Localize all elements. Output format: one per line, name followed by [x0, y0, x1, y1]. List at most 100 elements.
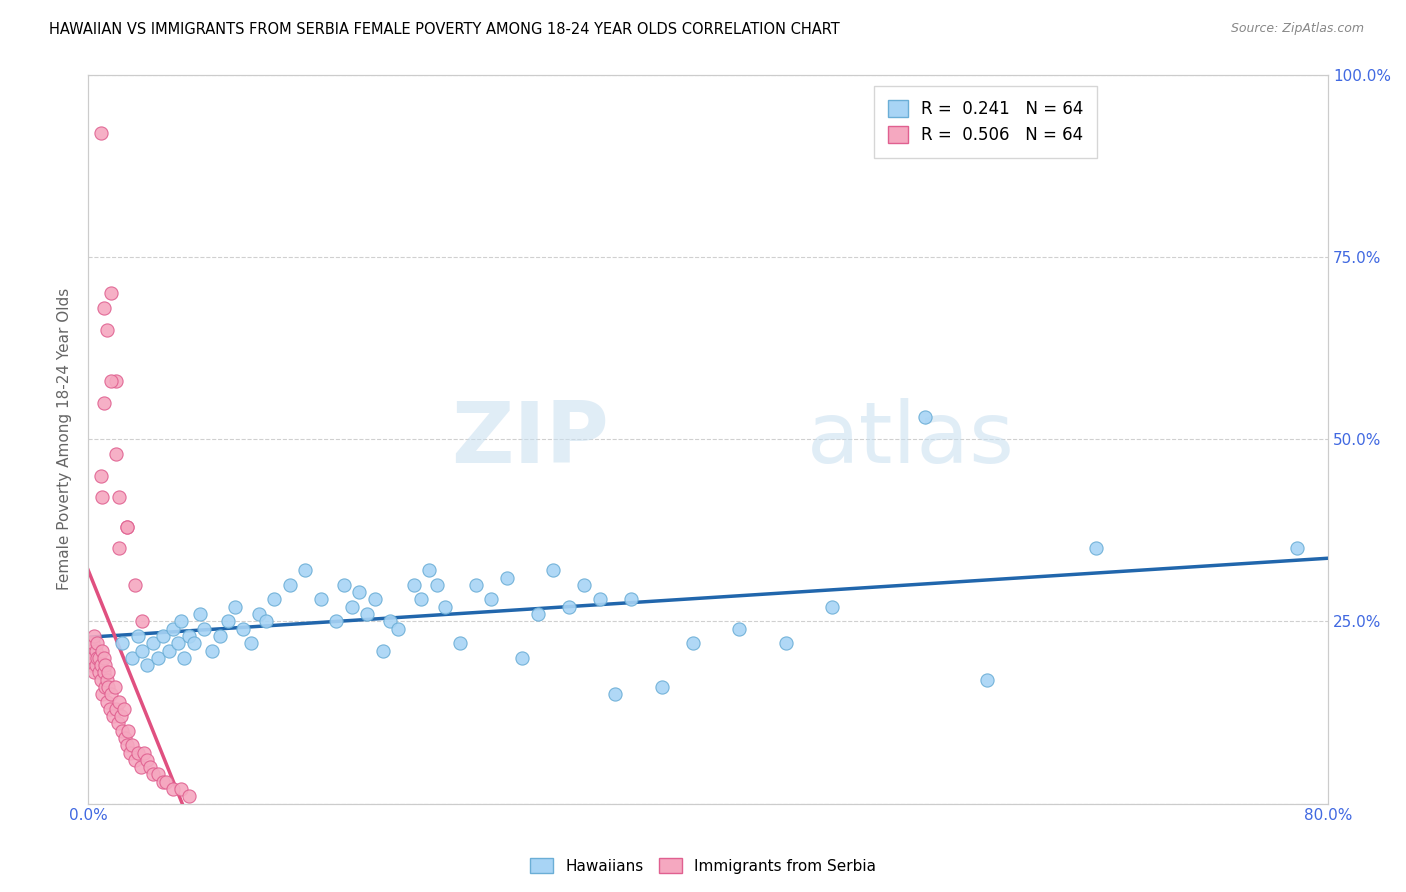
Point	[84, 658, 107, 673]
Point	[167, 636, 190, 650]
Point	[364, 592, 387, 607]
Point	[93, 395, 115, 409]
Point	[464, 578, 486, 592]
Point	[152, 774, 174, 789]
Point	[112, 702, 135, 716]
Point	[426, 578, 449, 592]
Point	[100, 286, 122, 301]
Point	[129, 760, 152, 774]
Point	[91, 491, 114, 505]
Text: Source: ZipAtlas.com: Source: ZipAtlas.com	[1230, 22, 1364, 36]
Point	[170, 782, 193, 797]
Point	[775, 636, 797, 650]
Point	[115, 739, 138, 753]
Point	[479, 592, 502, 607]
Point	[94, 680, 117, 694]
Point	[105, 374, 128, 388]
Point	[83, 629, 105, 643]
Point	[193, 622, 215, 636]
Point	[97, 665, 120, 680]
Point	[107, 716, 129, 731]
Point	[105, 702, 128, 716]
Point	[136, 753, 159, 767]
Point	[976, 673, 998, 687]
Text: atlas: atlas	[807, 398, 1015, 481]
Point	[96, 694, 118, 708]
Text: ZIP: ZIP	[451, 398, 609, 481]
Point	[183, 636, 205, 650]
Point	[170, 615, 193, 629]
Point	[146, 767, 169, 781]
Point	[278, 578, 301, 592]
Point	[90, 658, 112, 673]
Point	[80, 643, 103, 657]
Legend: Hawaiians, Immigrants from Serbia: Hawaiians, Immigrants from Serbia	[524, 852, 882, 880]
Point	[121, 650, 143, 665]
Point	[98, 702, 121, 716]
Point	[201, 643, 224, 657]
Point	[356, 607, 378, 621]
Point	[90, 126, 112, 140]
Point	[131, 643, 153, 657]
Point	[115, 519, 138, 533]
Point	[146, 650, 169, 665]
Point	[418, 563, 440, 577]
Point	[96, 673, 118, 687]
Point	[110, 709, 132, 723]
Point	[79, 636, 101, 650]
Point	[340, 599, 363, 614]
Point	[309, 592, 332, 607]
Point	[247, 607, 270, 621]
Point	[572, 578, 595, 592]
Point	[127, 629, 149, 643]
Point	[82, 650, 104, 665]
Point	[87, 650, 110, 665]
Point	[217, 615, 239, 629]
Text: HAWAIIAN VS IMMIGRANTS FROM SERBIA FEMALE POVERTY AMONG 18-24 YEAR OLDS CORRELAT: HAWAIIAN VS IMMIGRANTS FROM SERBIA FEMAL…	[49, 22, 839, 37]
Point	[821, 599, 844, 614]
Point	[433, 599, 456, 614]
Point	[208, 629, 231, 643]
Point	[111, 636, 134, 650]
Point	[80, 658, 103, 673]
Point	[108, 491, 131, 505]
Point	[294, 563, 316, 577]
Point	[177, 789, 200, 804]
Point	[152, 629, 174, 643]
Point	[162, 782, 184, 797]
Point	[1084, 541, 1107, 556]
Point	[94, 658, 117, 673]
Point	[86, 636, 108, 650]
Point	[117, 723, 139, 738]
Point	[82, 636, 104, 650]
Point	[155, 774, 177, 789]
Point	[118, 746, 141, 760]
Point	[142, 636, 165, 650]
Point	[124, 578, 146, 592]
Point	[108, 541, 131, 556]
Point	[97, 680, 120, 694]
Point	[157, 643, 180, 657]
Point	[90, 673, 112, 687]
Point	[263, 592, 285, 607]
Point	[254, 615, 277, 629]
Point	[100, 687, 122, 701]
Point	[84, 643, 107, 657]
Point	[162, 622, 184, 636]
Point	[224, 599, 246, 614]
Point	[136, 658, 159, 673]
Point	[101, 709, 124, 723]
Point	[380, 615, 402, 629]
Point	[526, 607, 548, 621]
Point	[728, 622, 751, 636]
Point	[325, 615, 347, 629]
Point	[449, 636, 471, 650]
Point	[173, 650, 195, 665]
Y-axis label: Female Poverty Among 18-24 Year Olds: Female Poverty Among 18-24 Year Olds	[58, 288, 72, 591]
Point	[620, 592, 643, 607]
Point	[411, 592, 433, 607]
Point	[142, 767, 165, 781]
Point	[127, 746, 149, 760]
Point	[90, 468, 112, 483]
Legend: R =  0.241   N = 64, R =  0.506   N = 64: R = 0.241 N = 64, R = 0.506 N = 64	[875, 87, 1097, 158]
